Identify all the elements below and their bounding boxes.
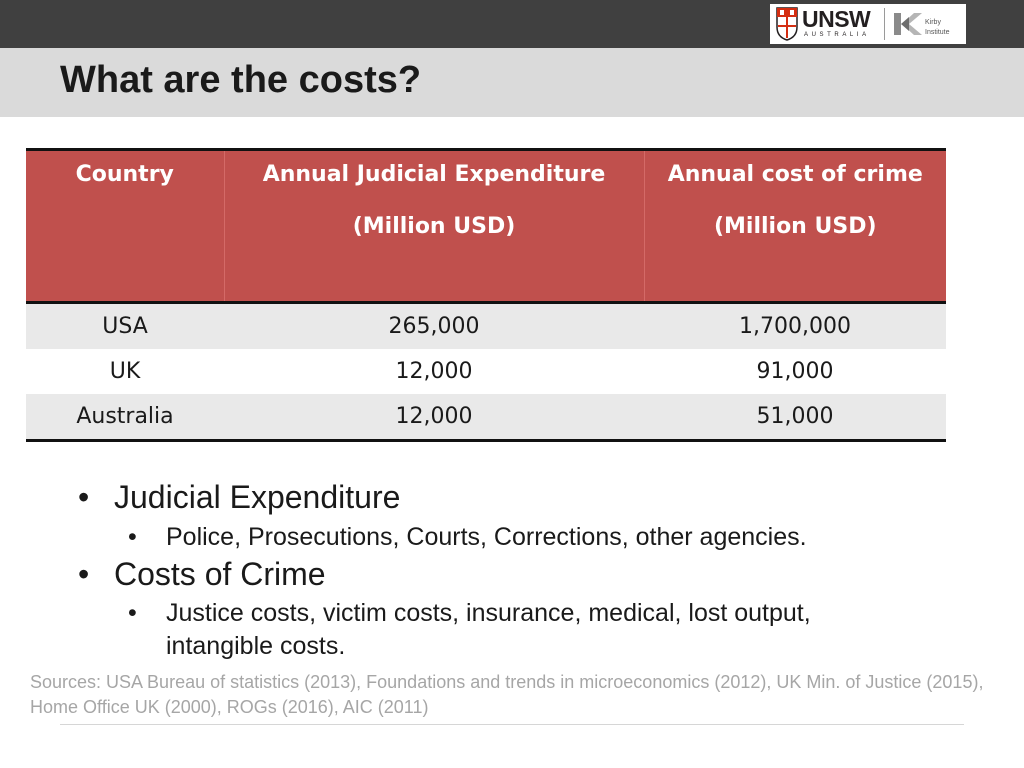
cell-cost-of-crime: 91,000 [756,359,834,384]
bullet-text: Judicial Expenditure [114,479,401,515]
top-bar: UNSW AUSTRALIA Kirby Institute [0,0,1024,48]
column-header-unit: (Million USD) [713,214,877,239]
column-header-cost-of-crime: Annual cost of crime (Million USD) [643,148,946,304]
bullet-glyph: • [128,599,137,627]
cell-judicial-expenditure: 265,000 [224,302,644,349]
logo-area: UNSW AUSTRALIA Kirby Institute [770,4,966,44]
cell-country: USA [26,302,224,349]
column-header-judicial-expenditure: Annual Judicial Expenditure (Million USD… [223,148,644,304]
cell-judicial-expenditure: 12,000 [224,394,644,442]
title-band [0,48,1024,117]
unsw-logo-subtext: AUSTRALIA [804,32,870,38]
unsw-logo-text: UNSW [802,6,871,32]
column-header-unit: (Million USD) [352,214,516,239]
sub-bullet-text: intangible costs. [166,632,346,660]
sub-bullet-text: Justice costs, victim costs, insurance, … [166,599,811,627]
cell-judicial-expenditure: 12,000 [395,359,473,384]
cost-table: Country Annual Judicial Expenditure (Mil… [26,148,946,442]
cost-table-container: Country Annual Judicial Expenditure (Mil… [26,148,946,442]
bullet-glyph: • [128,523,137,551]
kirby-institute-text: Kirby Institute [925,19,950,36]
column-header-country: Country [26,148,224,304]
slide-title: What are the costs? [60,59,422,101]
cell-cost-of-crime: 51,000 [644,394,946,442]
column-header-label: Country [75,162,174,187]
kirby-institute-icon [894,13,922,35]
table-row: UK 12,000 91,000 [26,349,946,394]
unsw-crest-icon [776,7,798,41]
bullet-glyph: • [78,556,90,592]
bullet-text: Costs of Crime [114,556,326,592]
cell-country: Australia [26,394,224,442]
logo-divider [884,8,885,40]
footer-divider [60,724,964,725]
cell-country: UK [109,359,141,384]
table-row: Australia 12,000 51,000 [26,394,946,442]
table-row: USA 265,000 1,700,000 [26,302,946,349]
sub-bullet-text: Police, Prosecutions, Courts, Correction… [166,523,807,551]
sources-note: Sources: USA Bureau of statistics (2013)… [30,672,984,717]
column-header-label: Annual cost of crime [667,162,923,187]
cell-cost-of-crime: 1,700,000 [644,302,946,349]
table-header-row: Country Annual Judicial Expenditure (Mil… [26,148,946,304]
bullet-glyph: • [78,479,90,515]
column-header-label: Annual Judicial Expenditure [262,162,606,187]
